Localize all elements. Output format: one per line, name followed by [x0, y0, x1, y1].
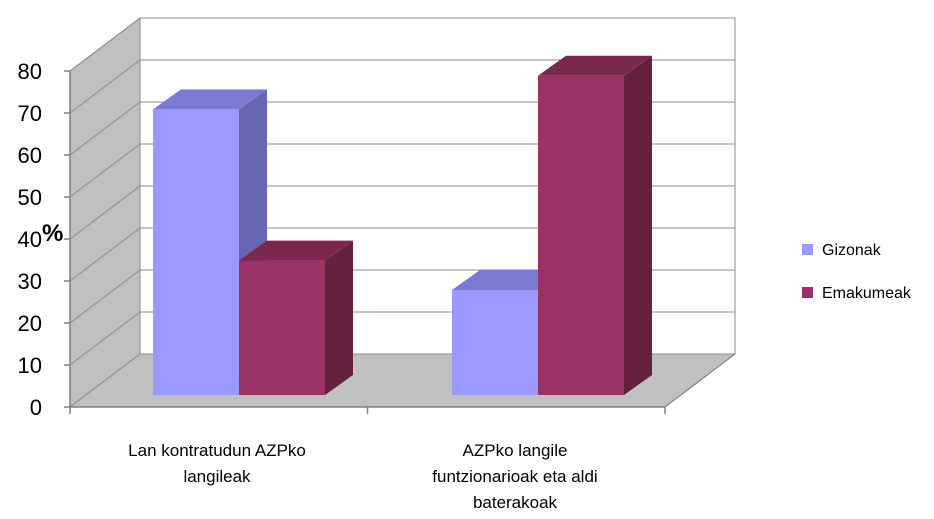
bar-front: [153, 109, 239, 396]
category-label-line: Lan kontratudun AZPko: [128, 441, 306, 460]
bar-top: [153, 89, 267, 110]
y-tick-labels: 0 10 20 30 40 50 60 70 80: [18, 59, 42, 420]
axes: [64, 70, 736, 414]
y-tick-label: 0: [30, 395, 42, 420]
y-axis-label: %: [42, 220, 63, 247]
y-tick-label: 80: [18, 59, 42, 84]
floor-edge: [664, 353, 736, 408]
legend-label: Gizonak: [822, 242, 882, 259]
bar-front: [452, 290, 538, 395]
gridline-diagonal: [69, 311, 141, 366]
category-label-line: langileak: [183, 467, 251, 486]
legend-swatch: [802, 244, 813, 255]
bar-top: [452, 270, 566, 290]
legend: Gizonak Emakumeak: [802, 242, 912, 302]
category-label-line: funtzionarioak eta aldi: [432, 467, 597, 486]
bar-side: [624, 55, 652, 396]
gridline-diagonal: [69, 59, 141, 114]
bar-emakumeak-2: [538, 55, 652, 396]
bar-front: [538, 75, 624, 396]
y-tick-label: 10: [18, 353, 42, 378]
gridline-diagonal: [69, 227, 141, 282]
legend-label: Emakumeak: [822, 285, 912, 302]
legend-item-emakumeak: Emakumeak: [802, 285, 912, 302]
gridline-diagonal: [69, 269, 141, 324]
y-tick-label: 40: [18, 227, 42, 252]
category-labels: Lan kontratudun AZPko langileak AZPko lang…: [128, 441, 598, 512]
gridline-diagonal: [69, 143, 141, 198]
gridline-diagonal: [69, 185, 141, 240]
legend-item-gizonak: Gizonak: [802, 242, 882, 259]
bar-emakumeak-1: [239, 240, 353, 395]
y-tick-label: 70: [18, 101, 42, 126]
bar-side: [325, 240, 353, 395]
y-tick-label: 50: [18, 185, 42, 210]
bar-top: [538, 55, 652, 76]
bar-top: [239, 240, 353, 261]
category-label-line: baterakoak: [473, 493, 558, 512]
gridline-diagonal: [69, 101, 141, 156]
y-tick-label: 60: [18, 143, 42, 168]
bar-front: [239, 260, 325, 395]
bars: [153, 55, 652, 396]
y-tick-label: 30: [18, 269, 42, 294]
y-tick-label: 20: [18, 311, 42, 336]
legend-swatch: [802, 287, 813, 298]
gridline-diagonal: [69, 17, 141, 72]
category-label-line: AZPko langile: [463, 441, 568, 460]
